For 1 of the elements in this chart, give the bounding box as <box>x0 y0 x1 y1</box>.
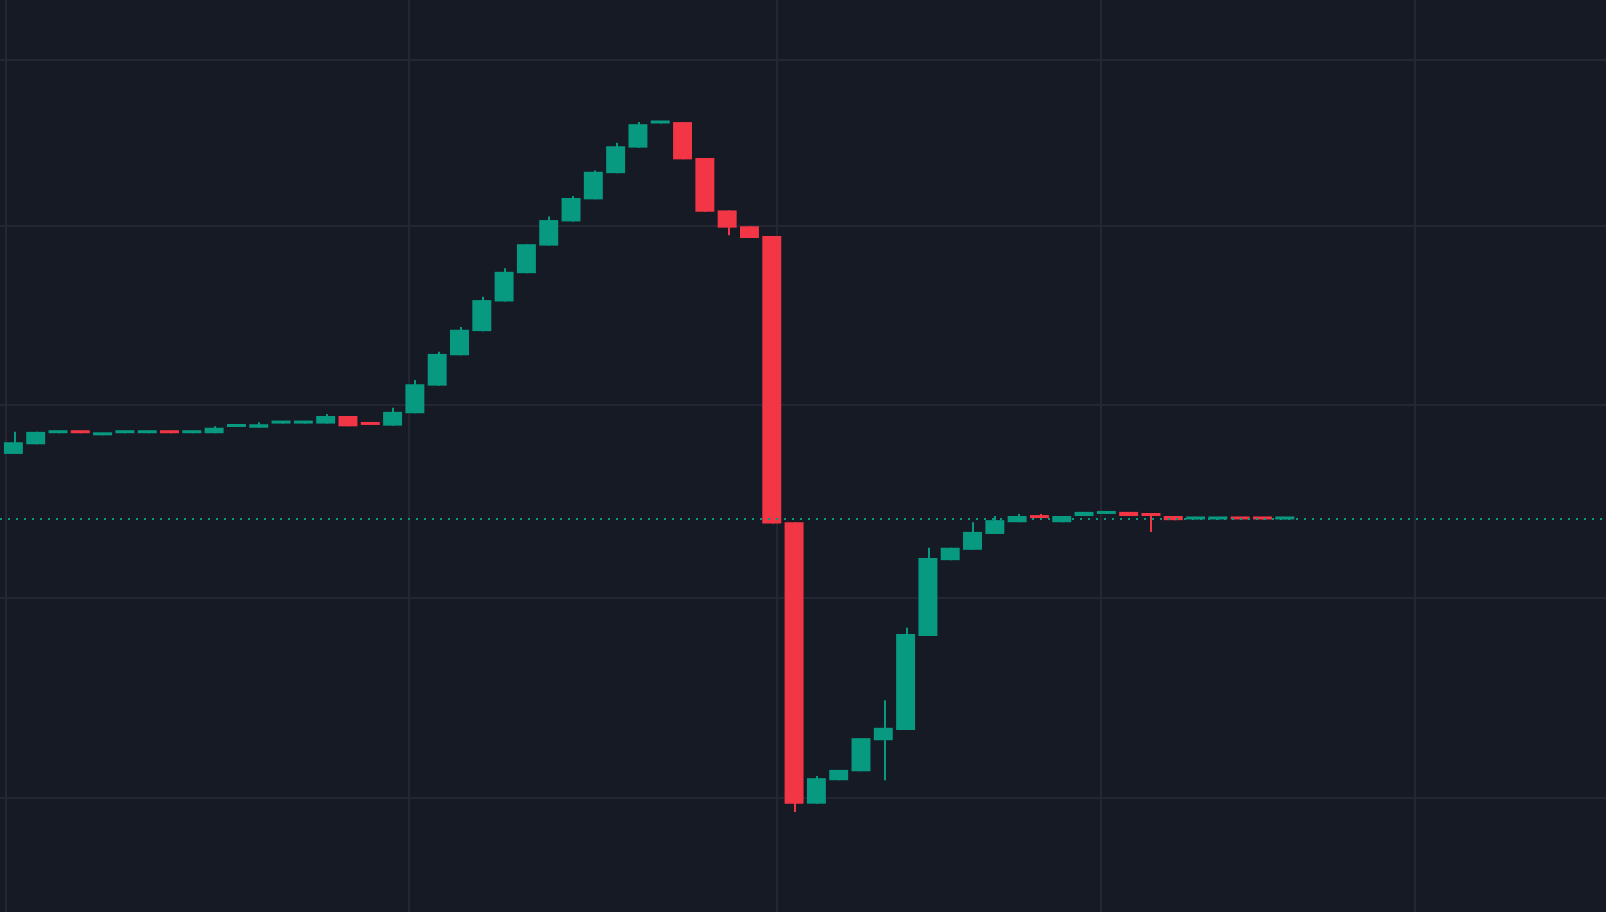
candlestick <box>851 737 871 773</box>
